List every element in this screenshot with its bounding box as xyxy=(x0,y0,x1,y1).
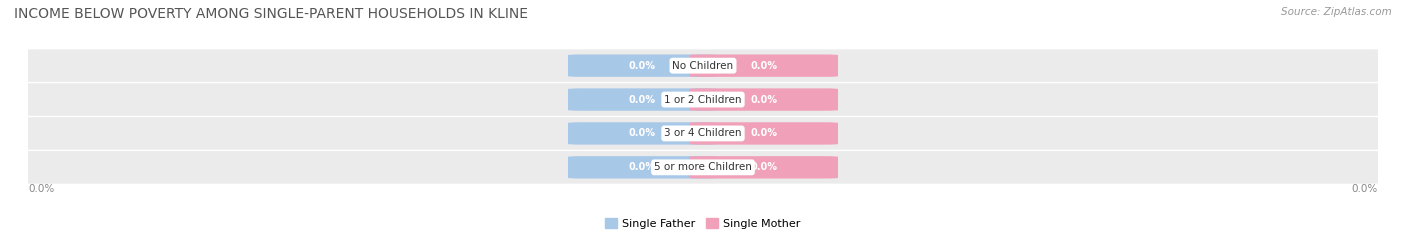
Text: 0.0%: 0.0% xyxy=(628,61,655,71)
Text: Source: ZipAtlas.com: Source: ZipAtlas.com xyxy=(1281,7,1392,17)
FancyBboxPatch shape xyxy=(568,55,717,77)
Text: 0.0%: 0.0% xyxy=(1351,184,1378,194)
Text: INCOME BELOW POVERTY AMONG SINGLE-PARENT HOUSEHOLDS IN KLINE: INCOME BELOW POVERTY AMONG SINGLE-PARENT… xyxy=(14,7,529,21)
FancyBboxPatch shape xyxy=(21,83,1385,116)
FancyBboxPatch shape xyxy=(689,122,838,145)
FancyBboxPatch shape xyxy=(689,55,838,77)
FancyBboxPatch shape xyxy=(21,151,1385,184)
Text: 0.0%: 0.0% xyxy=(751,162,778,172)
FancyBboxPatch shape xyxy=(689,156,838,178)
Legend: Single Father, Single Mother: Single Father, Single Mother xyxy=(600,214,806,233)
Text: 0.0%: 0.0% xyxy=(628,95,655,105)
Text: 0.0%: 0.0% xyxy=(751,95,778,105)
Text: 0.0%: 0.0% xyxy=(628,162,655,172)
FancyBboxPatch shape xyxy=(568,156,717,178)
Text: 0.0%: 0.0% xyxy=(751,61,778,71)
FancyBboxPatch shape xyxy=(568,122,717,145)
Text: 1 or 2 Children: 1 or 2 Children xyxy=(664,95,742,105)
Text: 3 or 4 Children: 3 or 4 Children xyxy=(664,128,742,138)
FancyBboxPatch shape xyxy=(21,117,1385,150)
FancyBboxPatch shape xyxy=(689,88,838,111)
Text: 0.0%: 0.0% xyxy=(751,128,778,138)
Text: 0.0%: 0.0% xyxy=(28,184,55,194)
Text: No Children: No Children xyxy=(672,61,734,71)
Text: 0.0%: 0.0% xyxy=(628,128,655,138)
Text: 5 or more Children: 5 or more Children xyxy=(654,162,752,172)
FancyBboxPatch shape xyxy=(21,49,1385,82)
FancyBboxPatch shape xyxy=(568,88,717,111)
